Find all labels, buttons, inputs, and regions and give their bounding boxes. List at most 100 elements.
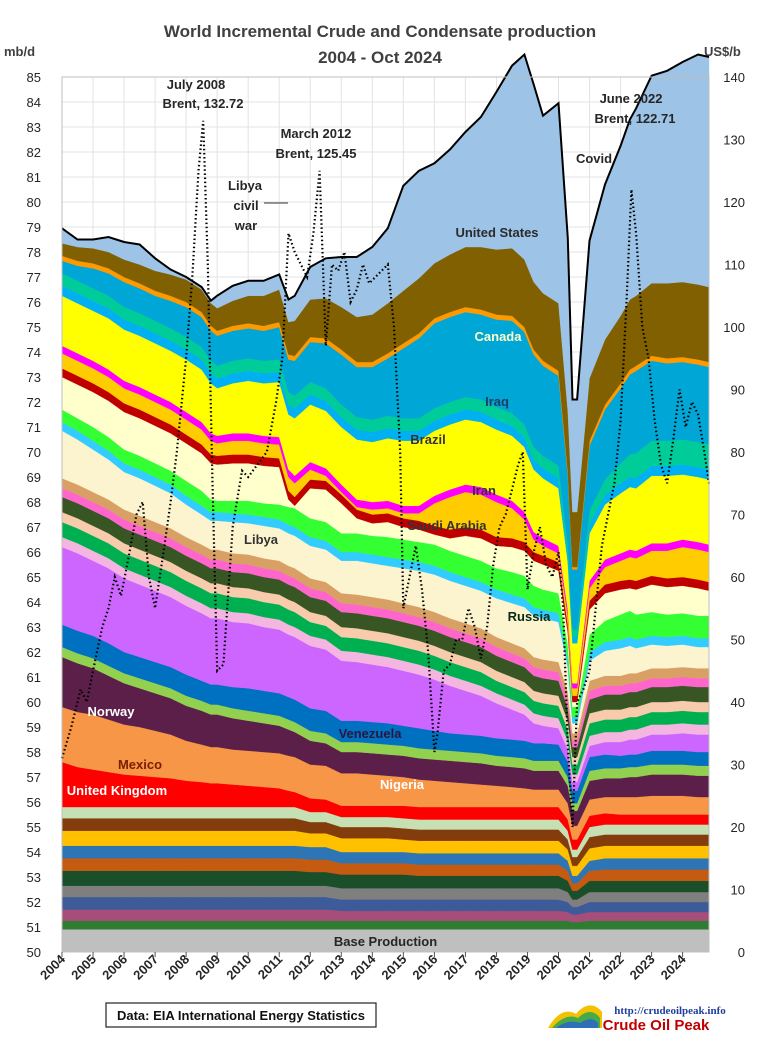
right-tick-label: 130	[723, 133, 745, 148]
left-tick-label: 50	[27, 945, 41, 960]
left-tick-label: 56	[27, 795, 41, 810]
left-axis-unit: mb/d	[4, 44, 35, 59]
left-tick-label: 62	[27, 645, 41, 660]
country-label-libya: Libya	[244, 532, 279, 547]
left-tick-label: 68	[27, 495, 41, 510]
logo-url: http://crudeoilpeak.info	[614, 1005, 726, 1017]
chart-title: World Incremental Crude and Condensate p…	[164, 22, 596, 41]
country-label-nigeria: Nigeria	[380, 777, 425, 792]
annotation-line: March 2012	[281, 126, 352, 141]
country-label-saudi-arabia: Saudi Arabia	[408, 518, 488, 533]
right-tick-label: 0	[738, 945, 745, 960]
annotation-libya-civil-war: Libya civil war	[228, 178, 288, 233]
left-tick-label: 59	[27, 720, 41, 735]
right-tick-label: 100	[723, 320, 745, 335]
chart-subtitle: 2004 - Oct 2024	[318, 48, 442, 67]
source-box-frame	[105, 1002, 377, 1028]
left-tick-label: 55	[27, 820, 41, 835]
plot-frame	[61, 76, 710, 953]
country-label-united-kingdom: United Kingdom	[67, 783, 167, 798]
base-production-fill	[62, 929, 709, 952]
right-axis-ticks: 0 10 20 30 40 50 60 70 80 90 100 110 120 130 140	[723, 70, 745, 960]
left-tick-label: 70	[27, 445, 41, 460]
left-tick-label: 76	[27, 295, 41, 310]
left-tick-label: 54	[27, 845, 41, 860]
annotation-line: Brent, 132.72	[163, 96, 244, 111]
area-series-other-0	[61, 920, 710, 930]
left-tick-label: 51	[27, 920, 41, 935]
left-tick-label: 52	[27, 895, 41, 910]
annotation-july-2008: July 2008 Brent, 132.72	[163, 77, 244, 111]
right-axis-unit: US$/b	[704, 44, 741, 59]
crude-oil-peak-logo: http://crudeoilpeak.info Crude Oil Peak	[548, 1005, 726, 1034]
left-tick-label: 57	[27, 770, 41, 785]
annotation-line: war	[234, 218, 257, 233]
annotation-line: civil	[233, 198, 258, 213]
logo-name: Crude Oil Peak	[603, 1017, 710, 1034]
country-label-mexico: Mexico	[118, 757, 162, 772]
annotation-covid: Covid	[576, 151, 612, 166]
right-tick-label: 20	[731, 820, 745, 835]
right-tick-label: 80	[731, 445, 745, 460]
left-tick-label: 74	[27, 345, 41, 360]
stacked-area-series	[61, 54, 710, 930]
country-label-brazil: Brazil	[410, 432, 445, 447]
left-tick-label: 53	[27, 870, 41, 885]
left-tick-label: 61	[27, 670, 41, 685]
left-tick-label: 82	[27, 145, 41, 160]
left-tick-label: 67	[27, 520, 41, 535]
base-production-band	[62, 929, 709, 952]
left-tick-label: 83	[27, 120, 41, 135]
right-tick-label: 40	[731, 695, 745, 710]
left-tick-label: 84	[27, 95, 41, 110]
left-tick-label: 75	[27, 320, 41, 335]
left-tick-label: 73	[27, 370, 41, 385]
left-tick-label: 60	[27, 695, 41, 710]
annotation-june-2022: June 2022 Brent, 122.71	[595, 91, 676, 126]
left-tick-label: 66	[27, 545, 41, 560]
right-tick-label: 30	[731, 758, 745, 773]
country-label-iran: Iran	[472, 483, 496, 498]
total-production-line	[61, 52, 710, 401]
right-tick-label: 10	[731, 883, 745, 898]
country-labels: United Kingdom Mexico Norway Nigeria Venezue…	[67, 225, 551, 798]
left-tick-label: 69	[27, 470, 41, 485]
right-tick-label: 140	[723, 70, 745, 85]
source-box: Data: EIA International Energy Statistic…	[105, 1002, 377, 1028]
left-axis-ticks: 50 51 52 53 54 55 56 57 58 59 60 61 62 63 64 65 66 67 68 69…	[27, 70, 41, 960]
country-label-canada: Canada	[475, 329, 523, 344]
left-tick-label: 64	[27, 595, 41, 610]
left-tick-label: 63	[27, 620, 41, 635]
annotation-line: Libya	[228, 178, 263, 193]
left-tick-label: 58	[27, 745, 41, 760]
right-tick-label: 70	[731, 508, 745, 523]
left-tick-label: 71	[27, 420, 41, 435]
country-label-norway: Norway	[88, 704, 136, 719]
annotation-line: July 2008	[167, 77, 226, 92]
annotation-march-2012: March 2012 Brent, 125.45	[276, 126, 357, 161]
logo-mark	[556, 1019, 598, 1028]
left-tick-label: 79	[27, 220, 41, 235]
country-label-venezuela: Venezuela	[339, 726, 403, 741]
right-tick-label: 60	[731, 570, 745, 585]
left-tick-label: 85	[27, 70, 41, 85]
left-tick-label: 77	[27, 270, 41, 285]
country-label-iraq: Iraq	[485, 394, 509, 409]
right-tick-label: 50	[731, 633, 745, 648]
country-label-russia: Russia	[508, 609, 551, 624]
annotation-line: June 2022	[600, 91, 663, 106]
annotation-line: Brent, 122.71	[595, 111, 676, 126]
country-label-united-states: United States	[455, 225, 538, 240]
base-production-label: Base Production	[334, 934, 437, 949]
right-tick-label: 120	[723, 195, 745, 210]
left-tick-label: 81	[27, 170, 41, 185]
annotation-line: Brent, 125.45	[276, 146, 357, 161]
right-tick-label: 110	[724, 258, 745, 273]
source-label: Data: EIA International Energy Statistic…	[117, 1008, 365, 1023]
left-tick-label: 65	[27, 570, 41, 585]
right-tick-label: 90	[731, 383, 745, 398]
left-tick-label: 72	[27, 395, 41, 410]
left-tick-label: 78	[27, 245, 41, 260]
left-tick-label: 80	[27, 195, 41, 210]
